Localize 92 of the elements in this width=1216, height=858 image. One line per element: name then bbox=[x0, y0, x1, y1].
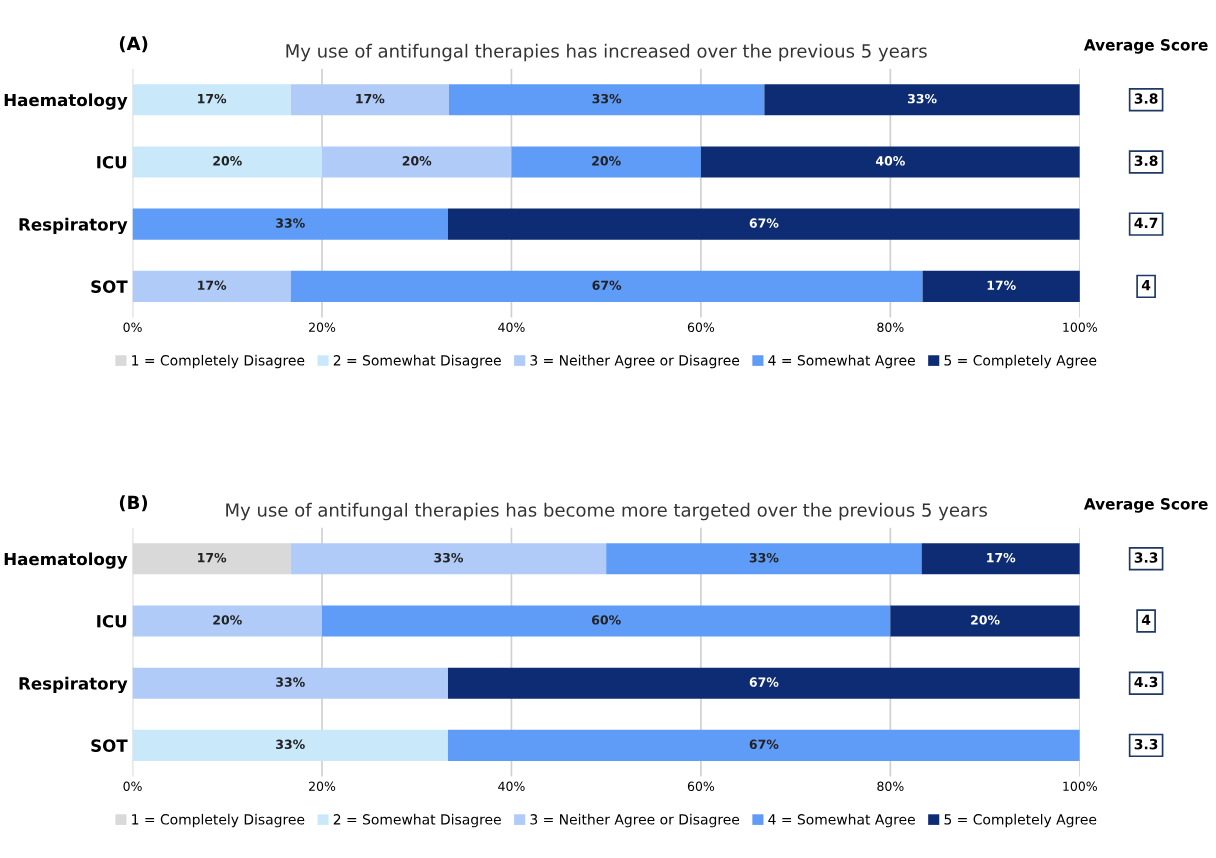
data-label: 17% bbox=[987, 280, 1016, 290]
bar bbox=[322, 146, 512, 178]
x-tick-label: 80% bbox=[877, 322, 904, 332]
data-label: 33% bbox=[276, 218, 305, 228]
x-tick-label: 80% bbox=[877, 781, 904, 792]
legend-label: 2 = Somewhat Disagree bbox=[333, 813, 501, 828]
data-label: 67% bbox=[749, 739, 779, 750]
y-tick-label: Haematology bbox=[4, 93, 128, 110]
x-tick-label: 0% bbox=[123, 781, 142, 792]
x-tick-label: 0% bbox=[123, 322, 142, 332]
bar bbox=[700, 146, 1080, 178]
legend-label: 1 = Completely Disagree bbox=[132, 354, 305, 369]
data-label: 60% bbox=[591, 615, 621, 625]
bar bbox=[511, 146, 701, 178]
bar bbox=[322, 605, 891, 637]
x-tick-label: 60% bbox=[687, 781, 715, 792]
bar bbox=[132, 270, 291, 302]
text: 4 bbox=[1141, 614, 1151, 625]
bar bbox=[132, 146, 322, 178]
y-tick-label: Respiratory bbox=[19, 217, 128, 235]
legend-label: 3 = Neither Agree or Disagree bbox=[530, 813, 740, 828]
x-tick-label: 20% bbox=[309, 781, 336, 792]
data-label: 67% bbox=[749, 677, 779, 687]
bar bbox=[290, 84, 449, 116]
bar bbox=[132, 605, 322, 637]
data-label: 17% bbox=[198, 552, 227, 563]
text: 3.8 bbox=[1134, 155, 1158, 166]
legend-label: 4 = Somewhat Agree bbox=[768, 813, 915, 828]
text: 4 bbox=[1141, 280, 1151, 291]
data-label: 33% bbox=[592, 93, 622, 104]
chart-title: My use of antifungal therapies has increased over the previous 5 years bbox=[286, 43, 927, 62]
y-tick-label: SOT bbox=[91, 280, 128, 293]
legend-label: 2 = Somewhat Disagree bbox=[333, 354, 501, 369]
data-label: 17% bbox=[198, 93, 227, 104]
text: Average Score bbox=[1083, 39, 1208, 54]
text: 3.3 bbox=[1134, 738, 1158, 750]
y-tick-label: Respiratory bbox=[19, 676, 128, 694]
bar bbox=[132, 84, 291, 116]
data-label: 17% bbox=[198, 280, 227, 290]
y-tick-label: Haematology bbox=[4, 552, 128, 569]
text: 4.3 bbox=[1134, 676, 1158, 688]
legend-label: 5 = Completely Agree bbox=[944, 813, 1097, 828]
y-tick-label: SOT bbox=[91, 739, 128, 752]
legend-label: 5 = Completely Agree bbox=[944, 354, 1097, 369]
bar bbox=[290, 270, 923, 302]
bar bbox=[890, 605, 1080, 637]
data-label: 20% bbox=[213, 615, 242, 625]
text: 4.7 bbox=[1134, 217, 1158, 228]
bar bbox=[132, 667, 448, 699]
bar bbox=[290, 543, 607, 575]
bar bbox=[447, 208, 1080, 240]
text: (A) bbox=[119, 36, 148, 53]
legend-label: 4 = Somewhat Agree bbox=[768, 354, 915, 369]
x-tick-label: 40% bbox=[498, 322, 525, 332]
x-tick-label: 60% bbox=[687, 322, 715, 332]
data-label: 33% bbox=[749, 552, 779, 563]
data-label: 33% bbox=[434, 552, 464, 563]
data-label: 40% bbox=[875, 156, 905, 166]
bar bbox=[921, 543, 1080, 575]
data-label: 33% bbox=[907, 93, 937, 104]
data-label: 17% bbox=[987, 552, 1016, 563]
bar bbox=[132, 543, 291, 575]
bar bbox=[606, 543, 922, 575]
bar bbox=[132, 729, 448, 761]
text: Average Score bbox=[1083, 498, 1208, 513]
x-tick-label: 100% bbox=[1063, 322, 1097, 332]
bar bbox=[764, 84, 1080, 116]
x-tick-label: 100% bbox=[1063, 781, 1097, 792]
legend-label: 3 = Neither Agree or Disagree bbox=[530, 354, 740, 369]
data-label: 67% bbox=[749, 218, 779, 228]
y-tick-label: ICU bbox=[97, 155, 127, 169]
legend-label: 1 = Completely Disagree bbox=[132, 813, 305, 828]
text: (B) bbox=[119, 495, 148, 512]
text: 3.3 bbox=[1134, 552, 1158, 563]
x-tick-label: 20% bbox=[309, 322, 336, 332]
data-label: 20% bbox=[971, 615, 1000, 625]
bar bbox=[448, 84, 765, 116]
x-tick-label: 40% bbox=[498, 781, 525, 792]
chart-title: My use of antifungal therapies has become more targeted over the previous 5 years bbox=[226, 502, 987, 521]
data-label: 20% bbox=[592, 156, 621, 166]
data-label: 33% bbox=[276, 677, 305, 687]
data-label: 20% bbox=[213, 156, 242, 166]
data-label: 33% bbox=[276, 739, 305, 750]
bar bbox=[132, 208, 448, 240]
bar bbox=[447, 667, 1080, 699]
bar bbox=[447, 729, 1080, 761]
data-label: 20% bbox=[402, 156, 432, 166]
data-label: 17% bbox=[356, 93, 385, 104]
text: 3.8 bbox=[1134, 93, 1158, 104]
y-tick-label: ICU bbox=[97, 614, 127, 628]
bar bbox=[922, 270, 1080, 302]
data-label: 67% bbox=[592, 280, 622, 290]
